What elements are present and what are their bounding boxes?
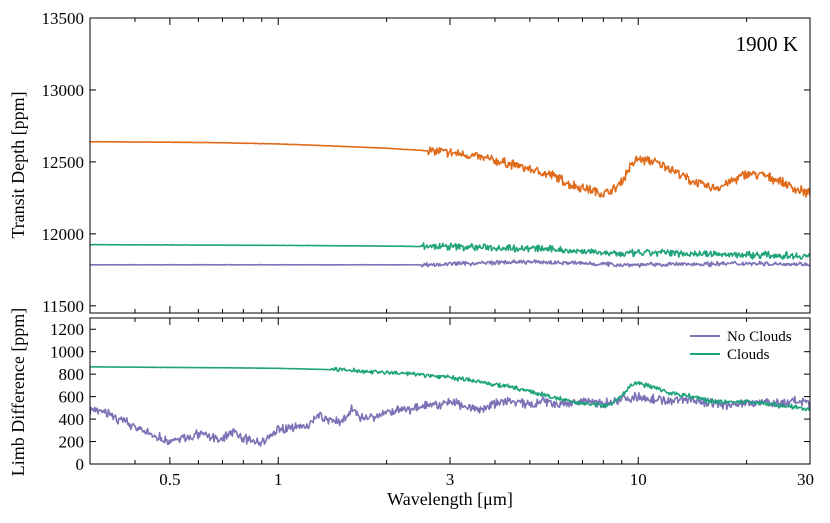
series-line-bottom-no-clouds <box>90 391 810 447</box>
bottom-panel-frame <box>89 317 811 465</box>
x-axis-label: Wavelength [μm] <box>387 489 513 509</box>
y-tick-label: 600 <box>59 388 85 407</box>
y-tick-label: 11500 <box>42 297 84 316</box>
legend: No Clouds Clouds <box>690 329 792 363</box>
x-tick-label: 1 <box>274 470 283 489</box>
top-panel-frame <box>89 17 811 314</box>
y-tick-label: 13500 <box>42 9 85 28</box>
y-tick-label: 12500 <box>42 153 85 172</box>
y-tick-label: 1200 <box>50 320 84 339</box>
series-line-bottom-clouds <box>90 365 810 412</box>
legend-label-clouds: Clouds <box>727 347 770 363</box>
top-y-axis-label: Transit Depth [ppm] <box>8 91 28 238</box>
series-line-top-no-clouds <box>90 259 810 268</box>
bottom-y-axis-label: Limb Difference [ppm] <box>8 308 28 477</box>
y-tick-label: 800 <box>59 365 85 384</box>
x-tick-label: 0.5 <box>159 470 180 489</box>
bottom-ticks: 0 200 400 600 800 1000 1200 0.5 1 3 10 30 <box>50 318 814 489</box>
bottom-panel: 0 200 400 600 800 1000 1200 0.5 1 3 10 30 No Clouds… <box>8 308 814 509</box>
top-panel: 11500 12000 12500 13000 13500 1900 K Transit… <box>8 9 811 316</box>
series-line-top-clouds <box>90 242 810 260</box>
y-tick-label: 400 <box>59 410 85 429</box>
legend-label-no-clouds: No Clouds <box>727 329 792 345</box>
y-tick-label: 13000 <box>42 81 85 100</box>
x-tick-label: 10 <box>630 470 647 489</box>
bottom-series-group <box>90 365 810 447</box>
top-series-group <box>90 140 810 268</box>
temperature-annotation: 1900 K <box>736 32 798 56</box>
y-tick-label: 1000 <box>50 343 84 362</box>
x-tick-label: 3 <box>446 470 455 489</box>
y-tick-label: 0 <box>76 455 85 474</box>
x-tick-label: 30 <box>797 470 814 489</box>
top-ticks: 11500 12000 12500 13000 13500 <box>42 9 811 316</box>
y-tick-label: 200 <box>59 433 85 452</box>
y-tick-label: 12000 <box>42 225 85 244</box>
series-line-top-orange-model <box>90 140 810 198</box>
